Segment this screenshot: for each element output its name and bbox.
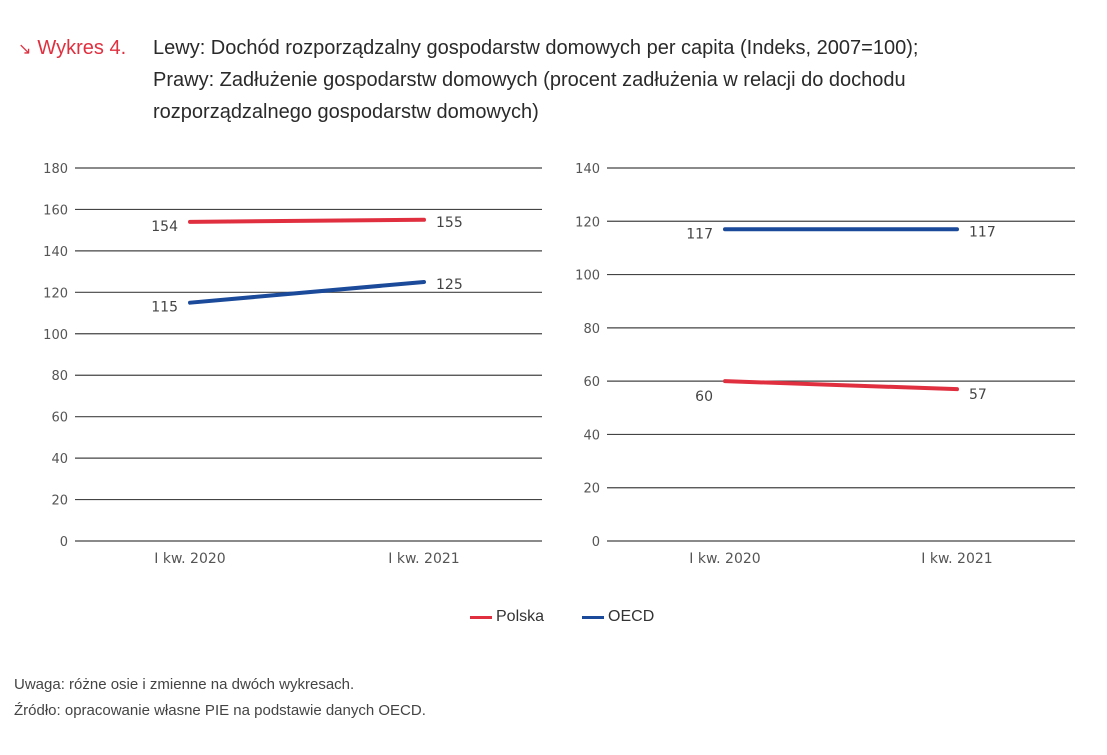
y-tick-label: 0 (592, 535, 600, 550)
data-label: 117 (686, 226, 713, 242)
data-label: 154 (151, 219, 178, 235)
y-tick-label: 40 (51, 452, 68, 467)
figure-number: Wykres 4. (37, 37, 127, 59)
y-tick-label: 120 (575, 215, 600, 230)
x-tick-label: I kw. 2020 (154, 551, 225, 567)
legend: Polska OECD (470, 608, 654, 626)
x-tick-label: I kw. 2020 (689, 551, 760, 567)
note-text: Uwaga: różne osie i zmienne na dwóch wyk… (14, 676, 355, 693)
y-tick-label: 80 (51, 369, 68, 384)
figure-label: ↘ Wykres 4. (18, 32, 126, 66)
series-line-polska (723, 379, 959, 392)
title-line: Prawy: Zadłużenie gospodarstw domowych (… (153, 69, 906, 91)
data-label: 57 (969, 387, 987, 403)
y-tick-label: 20 (51, 494, 68, 509)
x-tick-label: I kw. 2021 (921, 551, 992, 567)
legend-swatch-oecd (582, 615, 605, 619)
y-tick-label: 180 (43, 162, 68, 177)
y-tick-label: 120 (43, 286, 68, 301)
legend-item-polska: Polska (470, 608, 544, 626)
y-tick-label: 140 (43, 245, 68, 260)
data-label: 155 (436, 215, 463, 231)
y-tick-label: 20 (583, 482, 600, 497)
y-tick-label: 100 (43, 328, 68, 343)
series-line-oecd (188, 279, 426, 305)
legend-item-oecd: OECD (582, 608, 654, 626)
figure-title-text: Lewy: Dochód rozporządzalny gospodarstw … (153, 32, 918, 128)
legend-label: Polska (496, 608, 545, 625)
title-line: Lewy: Dochód rozporządzalny gospodarstw … (153, 37, 919, 59)
data-label: 125 (436, 277, 463, 293)
title-line: rozporządzalnego gospodarstw domowych) (153, 101, 539, 123)
legend-label: OECD (608, 608, 655, 625)
y-tick-label: 0 (60, 535, 68, 550)
y-tick-label: 60 (51, 411, 68, 426)
y-tick-label: 60 (583, 375, 600, 390)
x-tick-label: I kw. 2021 (388, 551, 459, 567)
legend-swatch-polska (470, 615, 492, 619)
data-label: 60 (695, 389, 713, 405)
y-tick-label: 100 (575, 269, 600, 284)
data-label: 115 (151, 300, 178, 316)
arrow-down-right-icon: ↘ (18, 41, 32, 58)
y-tick-label: 140 (575, 162, 600, 177)
right-chart: 0 20 40 60 80 100 120 140 I kw. 2020 I kw. 2021 11… (575, 162, 1075, 567)
y-tick-label: 80 (583, 322, 600, 337)
source-text: Źródło: opracowanie własne PIE na podsta… (14, 702, 426, 719)
notes: Uwaga: różne osie i zmienne na dwóch wyk… (14, 672, 426, 724)
data-label: 117 (969, 224, 996, 240)
y-tick-label: 160 (43, 203, 68, 218)
y-tick-label: 40 (583, 428, 600, 443)
series-line-polska (188, 217, 426, 224)
left-chart: 0 20 40 60 80 100 120 140 160 180 I kw. 2020 I kw. … (43, 162, 542, 567)
